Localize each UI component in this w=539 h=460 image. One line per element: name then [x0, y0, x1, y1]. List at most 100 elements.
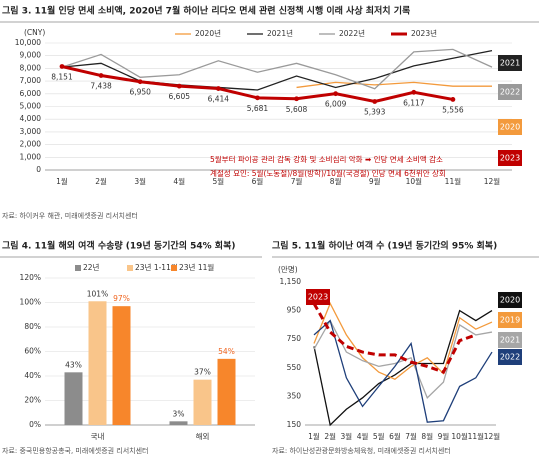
source: 자료: 하이난성관광문화방송체육청, 미래에셋증권 리서치센터: [272, 446, 451, 455]
data-label: 6,605: [169, 92, 191, 101]
x-tick-label: 2월: [324, 431, 336, 441]
x-tick-label: 4월: [357, 431, 369, 441]
end-label: 2023: [500, 154, 520, 163]
data-label: 37%: [194, 368, 211, 377]
x-tick-label: 3월: [341, 431, 353, 441]
data-label: 5,556: [442, 105, 464, 114]
data-label: 54%: [218, 347, 235, 356]
end-label-box: [498, 150, 522, 166]
series-line: [61, 48, 493, 90]
data-label: 43%: [65, 360, 82, 369]
bar: [169, 421, 188, 425]
y-tick-label: 8,000: [20, 63, 42, 72]
series-line: [313, 319, 493, 423]
series-line: [312, 302, 477, 374]
x-tick-label: 9월: [438, 431, 450, 441]
end-label-box: [498, 119, 522, 135]
x-tick-label: 8월: [421, 431, 433, 441]
x-tick-label: 11월: [468, 431, 485, 441]
legend-label: 2021년: [267, 28, 293, 38]
end-label-box: [306, 289, 330, 305]
y-tick-label: 350: [287, 391, 302, 400]
bar: [193, 379, 212, 425]
point: [294, 96, 299, 102]
x-tick-label: 7월: [291, 176, 303, 186]
end-label: 2019: [500, 316, 520, 325]
y-tick-label: 0: [36, 165, 41, 174]
point: [255, 95, 260, 101]
y-tick-label: 100%: [20, 298, 41, 307]
legend-swatch: [171, 265, 177, 271]
source: 자료: 하이커우 해관, 미래에셋증권 리서치센터: [2, 211, 138, 220]
annotation: 계절성 요인: 5월(노동절)/8월(방학)/10월(국경절) 인당 면세 6천…: [210, 168, 446, 178]
x-tick-label: 10월: [406, 176, 423, 186]
legend-label: 23년 1-11월: [135, 262, 178, 272]
data-label: 6,117: [403, 98, 425, 107]
end-label-box: [498, 332, 522, 348]
end-label: 2022: [500, 88, 520, 97]
y-tick-label: 0%: [29, 420, 41, 429]
x-tick-label: 4월: [173, 176, 185, 186]
point: [98, 73, 104, 78]
x-tick-label: 해외: [196, 431, 210, 441]
legend-label: 2020년: [195, 28, 221, 38]
y-tick-label: 4,000: [20, 114, 42, 123]
end-label: 2020: [500, 123, 520, 132]
chart-title: 그림 4. 11월 해외 여객 수송량 (19년 동기간의 54% 회복): [2, 240, 235, 252]
y-tick-label: 150: [287, 420, 302, 429]
x-tick-label: 2월: [95, 176, 107, 186]
series-line: [313, 301, 493, 380]
x-tick-label: 10월: [451, 431, 468, 441]
data-label: 5,681: [247, 104, 269, 113]
x-tick-label: 1월: [56, 176, 68, 186]
end-label: 2023: [308, 293, 328, 302]
end-label-box: [498, 349, 522, 365]
x-tick-label: 5월: [373, 431, 385, 441]
x-tick-label: 11월: [445, 176, 462, 186]
legend-label: 2022년: [339, 28, 365, 38]
data-label: 97%: [113, 294, 130, 303]
x-tick-label: 7월: [405, 431, 417, 441]
y-tick-label: 6,000: [20, 89, 42, 98]
point: [176, 83, 182, 89]
y-tick-label: 5,000: [20, 102, 42, 111]
end-label-box: [498, 292, 522, 308]
y-tick-label: 60%: [24, 347, 41, 356]
x-tick-label: 5월: [213, 176, 225, 186]
data-label: 101%: [87, 289, 108, 298]
end-label: 2021: [500, 336, 520, 345]
point: [215, 86, 221, 91]
y-tick-label: 550: [287, 363, 302, 372]
end-label: 2021: [500, 59, 520, 68]
point: [411, 89, 417, 95]
legend-swatch: [127, 265, 133, 271]
x-tick-label: 3월: [134, 176, 146, 186]
bar: [64, 372, 83, 425]
x-tick-label: 12월: [484, 176, 501, 186]
y-tick-label: 9,000: [20, 51, 42, 60]
x-tick-label: 8월: [330, 176, 342, 186]
legend-label: 2023년: [411, 28, 437, 38]
y-axis-label: (만명): [278, 264, 298, 274]
legend-swatch: [75, 265, 81, 271]
data-label: 3%: [173, 409, 185, 418]
y-tick-label: 3,000: [20, 127, 42, 136]
bar: [88, 301, 107, 425]
y-tick-label: 80%: [24, 322, 41, 331]
end-label-box: [498, 312, 522, 328]
y-tick-label: 7,000: [20, 76, 42, 85]
data-label: 8,151: [51, 72, 73, 81]
data-label: 5,608: [286, 105, 308, 114]
y-tick-label: 1,150: [280, 277, 302, 286]
y-tick-label: 120%: [20, 273, 41, 282]
bar: [112, 306, 131, 425]
x-tick-label: 1월: [308, 431, 320, 441]
end-label-box: [498, 84, 522, 100]
y-tick-label: 1,000: [20, 152, 42, 161]
x-tick-label: 9월: [369, 176, 381, 186]
data-label: 6,950: [129, 88, 151, 97]
data-label: 6,009: [325, 100, 347, 109]
end-label: 2020: [500, 296, 520, 305]
end-label-box: [498, 55, 522, 71]
series-line: [313, 319, 493, 399]
